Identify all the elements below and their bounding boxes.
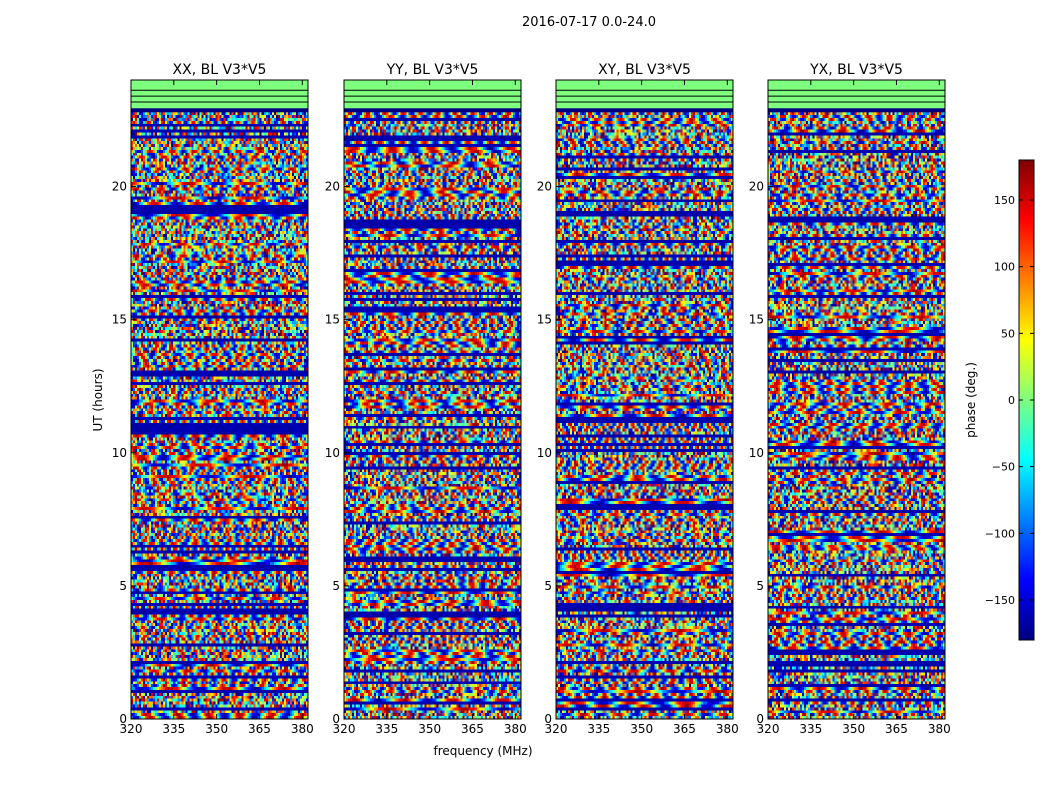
x-tick-label: 365 xyxy=(461,722,484,736)
heatmap-cells xyxy=(131,109,308,720)
heatmap-cells xyxy=(344,109,521,720)
panel-1: XX, BL V3*V5 320 335 350 365 380 0 5 10 15 20 xyxy=(112,62,314,736)
colorbar-tick-label: 50 xyxy=(1001,327,1015,340)
x-tick-label: 350 xyxy=(842,722,865,736)
y-tick-label: 15 xyxy=(112,313,127,327)
y-tick-label: 20 xyxy=(749,180,764,194)
heatmap-cells xyxy=(556,109,733,720)
x-tick-label: 335 xyxy=(799,722,822,736)
x-tick-label: 365 xyxy=(248,722,271,736)
colorbar-tick-label: 150 xyxy=(994,194,1015,207)
y-tick-label: 5 xyxy=(119,579,127,593)
y-tick-label: 5 xyxy=(544,579,552,593)
colorbar-tick-label: −100 xyxy=(985,527,1015,540)
panel-3: XY, BL V3*V5 320 335 350 365 380 0 5 10 15 20 xyxy=(537,62,739,736)
panel-2: YY, BL V3*V5 320 335 350 365 380 0 5 10 15 20 xyxy=(325,62,527,736)
x-tick-label: 380 xyxy=(928,722,951,736)
panel-title: XY, BL V3*V5 xyxy=(598,62,691,78)
y-tick-label: 10 xyxy=(112,446,127,460)
x-tick-label: 365 xyxy=(885,722,908,736)
y-tick-label: 15 xyxy=(325,313,340,327)
panel-frame xyxy=(555,79,734,720)
y-tick-label: 0 xyxy=(756,712,764,726)
panel-frame xyxy=(767,79,946,720)
band-separator xyxy=(344,108,521,113)
band-separator xyxy=(131,108,308,113)
colorbar-tick-label: 100 xyxy=(994,261,1015,274)
y-tick-label: 10 xyxy=(749,446,764,460)
y-tick-label: 15 xyxy=(749,313,764,327)
colorbar-tick-label: 0 xyxy=(1008,394,1015,407)
colorbar-tick-label: −150 xyxy=(985,594,1015,607)
x-tick-label: 320 xyxy=(757,722,780,736)
x-tick-label: 380 xyxy=(716,722,739,736)
y-tick-label: 10 xyxy=(325,446,340,460)
y-tick-label: 20 xyxy=(112,180,127,194)
x-tick-label: 350 xyxy=(418,722,441,736)
y-tick-label: 20 xyxy=(325,180,340,194)
x-tick-label: 380 xyxy=(291,722,314,736)
x-tick-label: 335 xyxy=(162,722,185,736)
x-tick-label: 350 xyxy=(205,722,228,736)
empty-band xyxy=(344,80,521,110)
x-tick-label: 350 xyxy=(630,722,653,736)
y-tick-label: 0 xyxy=(332,712,340,726)
panel-frame xyxy=(343,79,522,720)
panel-4: YX, BL V3*V5 320 335 350 365 380 0 5 10 15 20 xyxy=(749,62,951,736)
x-tick-label: 365 xyxy=(673,722,696,736)
y-tick-label: 0 xyxy=(119,712,127,726)
x-tick-label: 335 xyxy=(375,722,398,736)
band-separator xyxy=(768,108,945,113)
x-tick-label: 320 xyxy=(545,722,568,736)
y-tick-label: 5 xyxy=(332,579,340,593)
empty-band xyxy=(768,80,945,110)
y-tick-label: 10 xyxy=(537,446,552,460)
x-tick-label: 380 xyxy=(504,722,527,736)
empty-band xyxy=(131,80,308,110)
suptitle: 2016-07-17 0.0-24.0 xyxy=(522,15,656,30)
colorbar-label: phase (deg.) xyxy=(964,362,978,438)
panel-title: YX, BL V3*V5 xyxy=(809,62,903,78)
y-tick-label: 5 xyxy=(756,579,764,593)
empty-band xyxy=(556,80,733,110)
band-separator xyxy=(556,108,733,113)
x-tick-label: 320 xyxy=(333,722,356,736)
panel-frame xyxy=(130,79,309,720)
x-tick-label: 320 xyxy=(120,722,143,736)
y-tick-label: 0 xyxy=(544,712,552,726)
colorbar: 150 100 50 0 −50 −100 −150 xyxy=(985,159,1035,641)
panel-title: XX, BL V3*V5 xyxy=(173,62,267,78)
heatmap-cells xyxy=(768,109,945,720)
y-tick-label: 20 xyxy=(537,180,552,194)
y-tick-label: 15 xyxy=(537,313,552,327)
colorbar-tick-label: −50 xyxy=(992,461,1015,474)
y-axis-label: UT (hours) xyxy=(91,368,105,431)
panel-title: YY, BL V3*V5 xyxy=(386,62,479,78)
x-axis-label: frequency (MHz) xyxy=(433,744,532,758)
x-tick-label: 335 xyxy=(587,722,610,736)
